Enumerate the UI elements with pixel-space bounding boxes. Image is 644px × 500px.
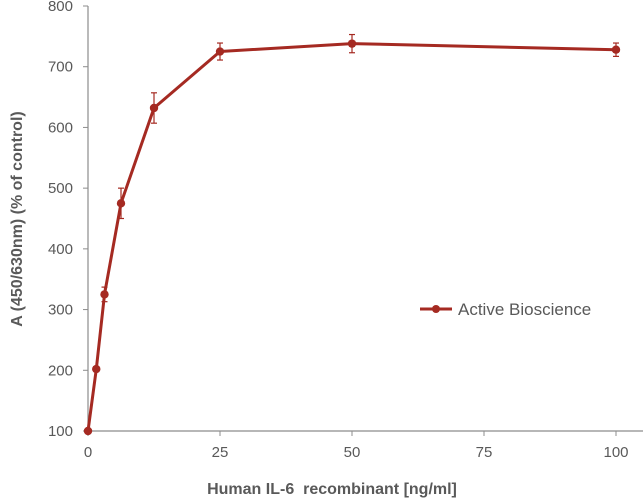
series-layer (83, 33, 621, 436)
data-point (149, 103, 159, 113)
x-tick-label: 75 (476, 444, 493, 461)
data-point (116, 199, 126, 208)
y-tick-label: 800 (48, 0, 73, 15)
data-point (92, 364, 101, 374)
x-tick-label: 25 (212, 444, 229, 461)
y-tick-label: 100 (48, 423, 73, 440)
x-axis-title: Human IL-6 recombinant [ng/ml] (207, 481, 457, 498)
axes (87, 6, 643, 432)
data-point (83, 426, 93, 436)
data-point (100, 290, 109, 299)
series-line (86, 42, 617, 432)
x-ticks: 0 25 50 75 100 (84, 431, 629, 461)
data-point (215, 47, 225, 56)
data-point (347, 39, 357, 48)
legend-point-marker (432, 305, 440, 313)
y-tick-label: 600 (48, 119, 73, 136)
y-tick-label: 300 (48, 302, 73, 319)
y-tick-label: 500 (48, 180, 73, 197)
y-tick-label: 200 (48, 362, 73, 379)
legend: Active Bioscience (420, 300, 591, 319)
x-tick-label: 50 (344, 444, 361, 461)
y-tick-label: 700 (48, 59, 73, 76)
y-ticks: 100 200 300 400 500 600 700 800 (48, 0, 88, 440)
y-axis-title: A (450/630nm) (% of control) (9, 111, 26, 326)
x-tick-label: 0 (84, 444, 92, 461)
data-point (611, 45, 621, 54)
y-tick-label: 400 (48, 241, 73, 258)
x-tick-label: 100 (603, 444, 628, 461)
legend-label: Active Bioscience (458, 300, 591, 319)
